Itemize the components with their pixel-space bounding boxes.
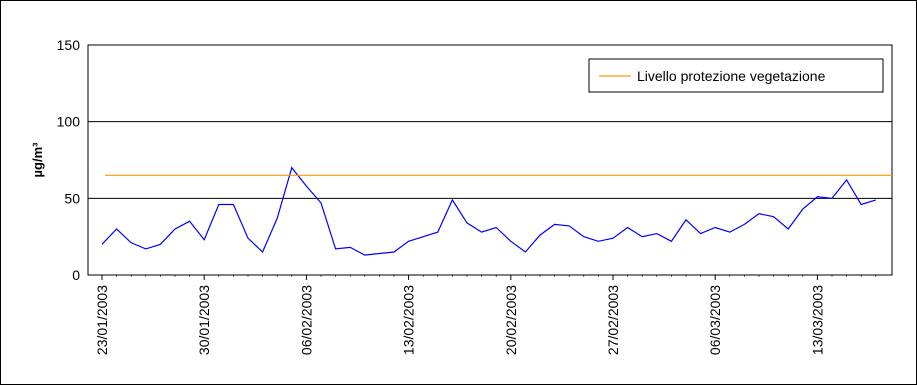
x-tick-label: 27/02/2003 <box>605 285 621 355</box>
y-tick-label: 0 <box>72 267 80 283</box>
plot-area-border <box>87 44 893 276</box>
y-tick-label: 50 <box>64 190 80 206</box>
legend-label: Livello protezione vegetazione <box>637 68 826 84</box>
y-tick-label: 100 <box>57 114 81 130</box>
x-tick-label: 30/01/2003 <box>196 285 212 355</box>
series-line <box>101 166 876 256</box>
x-tick-label: 13/02/2003 <box>401 285 417 355</box>
legend-box <box>588 58 884 93</box>
x-tick-label: 13/03/2003 <box>809 285 825 355</box>
x-tick-label: 06/02/2003 <box>298 285 314 355</box>
x-tick-label: 06/03/2003 <box>707 285 723 355</box>
y-axis-title: µg/m³ <box>30 142 45 178</box>
y-tick-label: 150 <box>57 37 81 53</box>
x-tick-label: 23/01/2003 <box>94 285 110 355</box>
x-tick-label: 20/02/2003 <box>503 285 519 355</box>
